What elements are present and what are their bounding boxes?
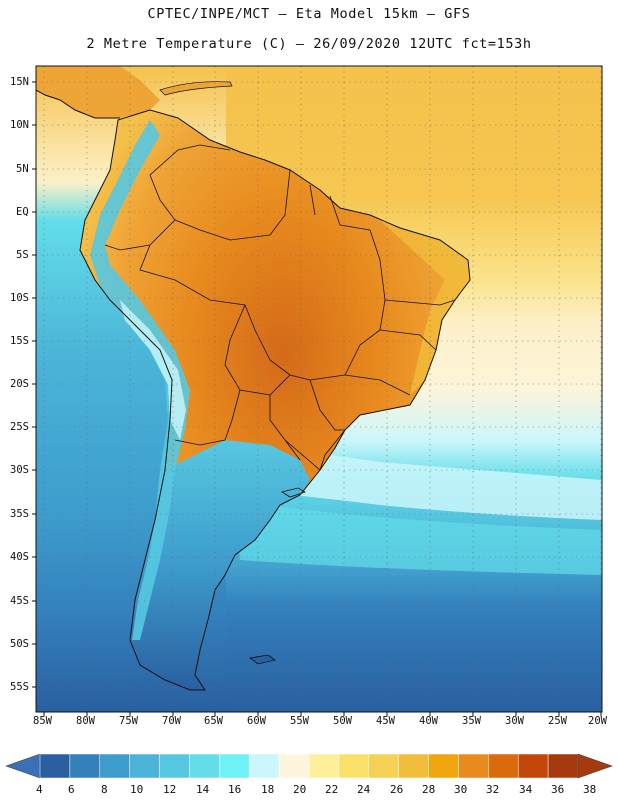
- colorbar-label: 24: [357, 783, 371, 796]
- lon-label: 35W: [462, 715, 481, 727]
- colorbar-box: [189, 753, 220, 779]
- lat-label: 25S: [10, 421, 29, 433]
- colorbar-label: 16: [228, 783, 242, 796]
- lagoon-outline: [280, 487, 306, 498]
- lat-label: 35S: [10, 508, 29, 520]
- coastline: [79, 109, 471, 691]
- lon-label: 25W: [548, 715, 567, 727]
- colorbar-label: 4: [36, 783, 43, 796]
- mid-ocean-band: [236, 500, 602, 575]
- colorbar-low-arrow: [5, 753, 41, 779]
- lon-label: 30W: [505, 715, 524, 727]
- lat-label: 55S: [10, 681, 29, 693]
- colorbar-label: 28: [422, 783, 436, 796]
- colorbar-label: 12: [163, 783, 177, 796]
- lat-label: 50S: [10, 638, 29, 650]
- lon-label: 65W: [204, 715, 223, 727]
- colorbar-label: 8: [101, 783, 108, 796]
- map-frame: [35, 65, 603, 713]
- colorbar-box: [428, 753, 459, 779]
- lat-label: 15N: [10, 76, 29, 88]
- colorbar-label: 10: [130, 783, 144, 796]
- lat-label: 15S: [10, 335, 29, 347]
- colorbar-box: [99, 753, 130, 779]
- map-title-line1: CPTEC/INPE/MCT – Eta Model 15km – GFS: [147, 6, 471, 22]
- lat-label: 20S: [10, 378, 29, 390]
- altiplano: [120, 300, 186, 440]
- colorbar-label: 20: [293, 783, 307, 796]
- country-borders: [104, 144, 456, 471]
- lon-label: 45W: [376, 715, 395, 727]
- colorbar-box: [219, 753, 250, 779]
- map-area: [36, 66, 602, 712]
- lat-label: 30S: [10, 464, 29, 476]
- colorbar-box: [488, 753, 519, 779]
- colorbar-box: [39, 753, 71, 779]
- axis-ticks: [32, 81, 602, 716]
- southern-cone-land: [130, 440, 310, 690]
- lat-label: 10S: [10, 292, 29, 304]
- central-america-land: [36, 66, 160, 118]
- colorbar-label: 6: [68, 783, 75, 796]
- andes-cool-strip: [90, 120, 190, 640]
- lat-label: 5N: [16, 163, 29, 175]
- colorbar-box: [159, 753, 190, 779]
- colorbar-box: [338, 753, 370, 779]
- lat-label: 10N: [10, 119, 29, 131]
- colorbar-box: [368, 753, 399, 779]
- lat-label: 45S: [10, 595, 29, 607]
- map-title-line2: 2 Metre Temperature (C) – 26/09/2020 12U…: [86, 36, 532, 52]
- lon-label: 85W: [33, 715, 52, 727]
- lon-label: 75W: [119, 715, 138, 727]
- colorbar-label: 34: [519, 783, 533, 796]
- colorbar-label: 26: [390, 783, 404, 796]
- falkland-islands: [249, 654, 276, 665]
- colorbar: [5, 753, 613, 779]
- colorbar-label: 14: [196, 783, 210, 796]
- lon-label: 20W: [588, 715, 607, 727]
- northeast-coast-strip: [380, 220, 470, 395]
- lat-label: 5S: [16, 249, 29, 261]
- lon-label: 50W: [333, 715, 352, 727]
- colorbar-box: [308, 753, 340, 779]
- lon-label: 55W: [290, 715, 309, 727]
- colorbar-box: [248, 753, 280, 779]
- lon-label: 40W: [419, 715, 438, 727]
- lon-label: 80W: [76, 715, 95, 727]
- colorbar-box: [458, 753, 489, 779]
- colorbar-label: 38: [583, 783, 597, 796]
- colorbar-box: [129, 753, 160, 779]
- lat-label: 40S: [10, 551, 29, 563]
- colorbar-box: [398, 753, 429, 779]
- colorbar-box: [517, 753, 549, 779]
- colorbar-box: [69, 753, 101, 779]
- colorbar-boxes: [39, 753, 579, 779]
- lon-label: 70W: [162, 715, 181, 727]
- colorbar-high-arrow: [577, 753, 613, 779]
- colorbar-label: 36: [551, 783, 565, 796]
- lat-label: EQ: [16, 206, 29, 218]
- central-america-coastline: [36, 89, 120, 119]
- colorbar-box: [278, 753, 310, 779]
- lon-label: 60W: [247, 715, 266, 727]
- colorbar-label: 32: [486, 783, 500, 796]
- colorbar-label: 30: [454, 783, 468, 796]
- colorbar-label: 18: [261, 783, 275, 796]
- colorbar-box: [547, 753, 579, 779]
- caribbean-islands: [159, 81, 233, 96]
- colorbar-label: 22: [325, 783, 339, 796]
